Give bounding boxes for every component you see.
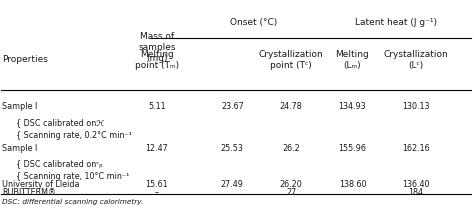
Text: { Scanning rate, 0.2°C min⁻¹: { Scanning rate, 0.2°C min⁻¹ bbox=[11, 131, 132, 139]
Text: Melting
(Lₘ): Melting (Lₘ) bbox=[336, 50, 369, 70]
Text: Sample I: Sample I bbox=[2, 102, 37, 111]
Text: Properties: Properties bbox=[2, 55, 48, 64]
Text: Sample I: Sample I bbox=[2, 144, 37, 153]
Text: 134.93: 134.93 bbox=[338, 102, 366, 111]
Text: { DSC calibrated onℋ: { DSC calibrated onℋ bbox=[11, 118, 104, 127]
Text: { Scanning rate, 10°C min⁻¹: { Scanning rate, 10°C min⁻¹ bbox=[11, 172, 129, 181]
Text: 25.53: 25.53 bbox=[221, 144, 244, 153]
Text: Crystallization
(Lᶜ): Crystallization (Lᶜ) bbox=[383, 50, 448, 70]
Text: 138.60: 138.60 bbox=[339, 180, 366, 189]
Text: 27: 27 bbox=[286, 188, 296, 197]
Text: DSC: differential scanning calorimetry.: DSC: differential scanning calorimetry. bbox=[2, 199, 144, 205]
Text: Melting
point (Tₘ): Melting point (Tₘ) bbox=[135, 50, 179, 70]
Text: 5.11: 5.11 bbox=[148, 102, 166, 111]
Text: 26.2: 26.2 bbox=[283, 144, 300, 153]
Text: 15.61: 15.61 bbox=[146, 180, 168, 189]
Text: Onset (°C): Onset (°C) bbox=[230, 18, 277, 27]
Text: 184: 184 bbox=[409, 188, 424, 197]
Text: –: – bbox=[155, 188, 159, 197]
Text: 162.16: 162.16 bbox=[402, 144, 430, 153]
Text: 155.96: 155.96 bbox=[338, 144, 366, 153]
Text: 26.20: 26.20 bbox=[280, 180, 302, 189]
Text: 24.78: 24.78 bbox=[280, 102, 302, 111]
Text: 136.40: 136.40 bbox=[402, 180, 430, 189]
Text: Crystallization
point (Tᶜ): Crystallization point (Tᶜ) bbox=[259, 50, 324, 70]
Text: 27.49: 27.49 bbox=[221, 180, 244, 189]
Text: { DSC calibrated onᶜₚ: { DSC calibrated onᶜₚ bbox=[11, 159, 102, 168]
Text: Mass of
samples
(mg): Mass of samples (mg) bbox=[138, 32, 176, 63]
Text: RUBITTERM®: RUBITTERM® bbox=[2, 188, 56, 197]
Text: University of Lleida: University of Lleida bbox=[2, 180, 80, 189]
Text: 130.13: 130.13 bbox=[402, 102, 430, 111]
Text: 23.67: 23.67 bbox=[221, 102, 244, 111]
Text: 12.47: 12.47 bbox=[146, 144, 168, 153]
Text: Latent heat (J g⁻¹): Latent heat (J g⁻¹) bbox=[356, 18, 438, 27]
